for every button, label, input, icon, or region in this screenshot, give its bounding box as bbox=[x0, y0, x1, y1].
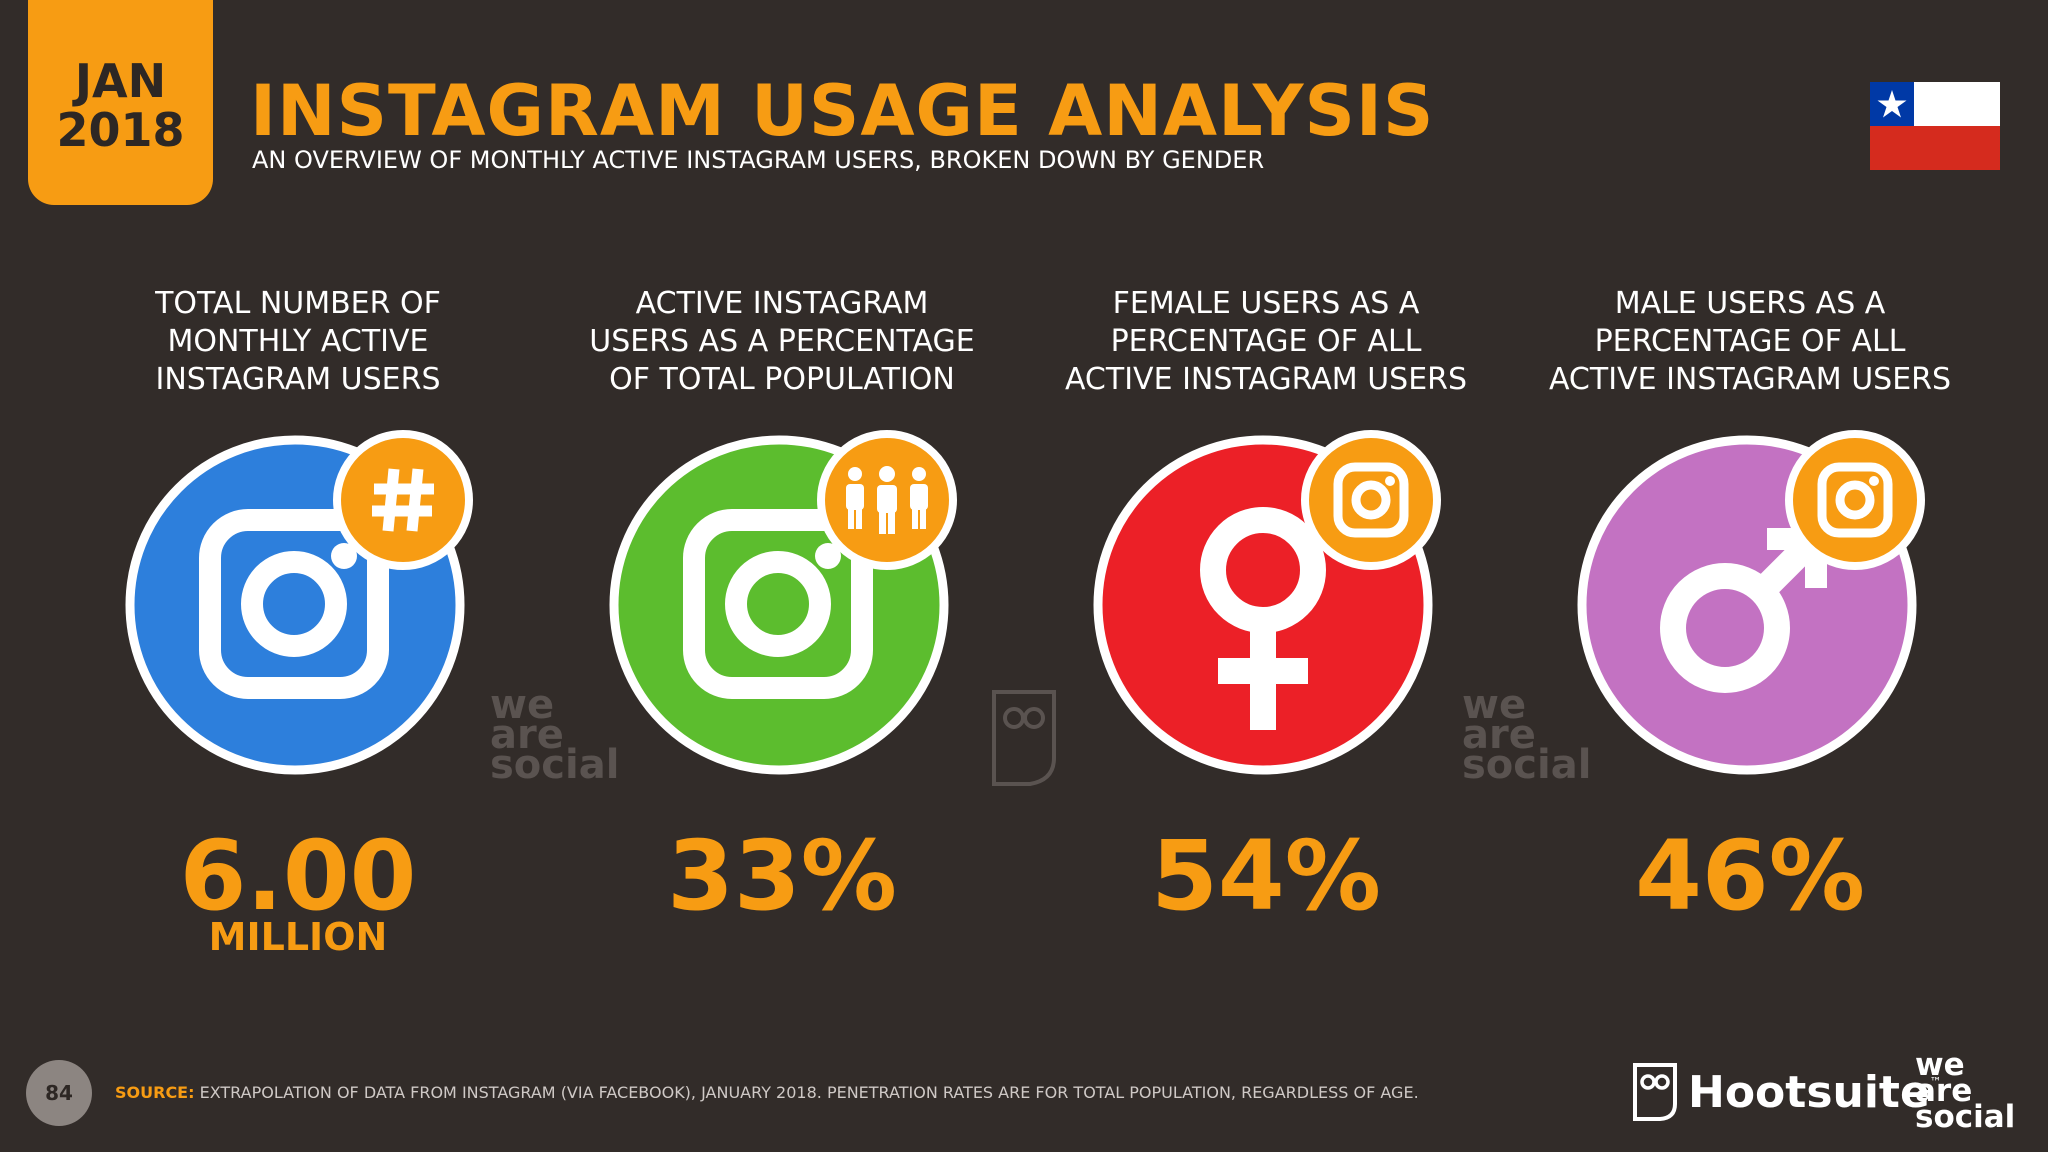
we-are-social-logo: we are social bbox=[1915, 1047, 2016, 1135]
stat-label: ACTIVE INSTAGRAM USERS AS A PERCENTAGE O… bbox=[589, 286, 975, 397]
stat-male: MALE USERS AS A PERCENTAGE OF ALL ACTIVE… bbox=[1510, 285, 1990, 405]
source-key: SOURCE: bbox=[115, 1083, 195, 1102]
stat-value: 54% bbox=[1151, 820, 1381, 932]
date-month: JAN bbox=[74, 54, 167, 109]
stat-icon-total-users bbox=[125, 430, 475, 780]
stat-label: TOTAL NUMBER OF MONTHLY ACTIVE INSTAGRAM… bbox=[155, 286, 441, 397]
hootsuite-owl-watermark-icon bbox=[992, 690, 1056, 786]
badge-people bbox=[817, 430, 957, 570]
page-number: 84 bbox=[26, 1060, 92, 1126]
badge-instagram bbox=[1301, 430, 1441, 570]
date-badge: JAN 2018 bbox=[28, 0, 213, 205]
people-icon bbox=[846, 466, 928, 534]
we-are-social-watermark: we are social bbox=[490, 682, 620, 788]
source-text: EXTRAPOLATION OF DATA FROM INSTAGRAM (VI… bbox=[199, 1083, 1419, 1102]
page-subtitle: AN OVERVIEW OF MONTHLY ACTIVE INSTAGRAM … bbox=[252, 146, 1265, 174]
stat-female: FEMALE USERS AS A PERCENTAGE OF ALL ACTI… bbox=[1026, 285, 1506, 405]
stat-unit: MILLION bbox=[208, 915, 388, 959]
stat-icon-penetration bbox=[609, 430, 959, 780]
stat-value: 46% bbox=[1635, 820, 1865, 932]
stat-value: 33% bbox=[667, 820, 897, 932]
source-note: SOURCE: EXTRAPOLATION OF DATA FROM INSTA… bbox=[115, 1083, 1419, 1102]
hootsuite-logo: Hootsuite ™ bbox=[1632, 1062, 1942, 1122]
page-title: INSTAGRAM USAGE ANALYSIS bbox=[250, 70, 1435, 152]
stat-label: MALE USERS AS A PERCENTAGE OF ALL ACTIVE… bbox=[1548, 286, 1952, 397]
hootsuite-owl-icon bbox=[1633, 1063, 1677, 1121]
we-are-social-watermark: we are social bbox=[1462, 682, 1592, 788]
stat-total-users: TOTAL NUMBER OF MONTHLY ACTIVE INSTAGRAM… bbox=[58, 285, 538, 405]
chile-flag-icon bbox=[1870, 82, 2000, 170]
stat-icon-female bbox=[1093, 430, 1443, 780]
badge-instagram bbox=[1785, 430, 1925, 570]
hootsuite-wordmark: Hootsuite bbox=[1688, 1066, 1930, 1118]
stat-icon-male bbox=[1577, 430, 1927, 780]
date-year: 2018 bbox=[56, 102, 185, 157]
hashtag-icon bbox=[372, 468, 434, 532]
instagram-icon bbox=[1333, 462, 1409, 538]
instagram-icon bbox=[1817, 462, 1893, 538]
badge-hashtag bbox=[333, 430, 473, 570]
stat-label: FEMALE USERS AS A PERCENTAGE OF ALL ACTI… bbox=[1064, 286, 1468, 397]
stat-value: 6.00 bbox=[179, 820, 417, 932]
stat-penetration: ACTIVE INSTAGRAM USERS AS A PERCENTAGE O… bbox=[542, 285, 1022, 405]
trademark-symbol: ™ bbox=[1929, 1075, 1942, 1089]
